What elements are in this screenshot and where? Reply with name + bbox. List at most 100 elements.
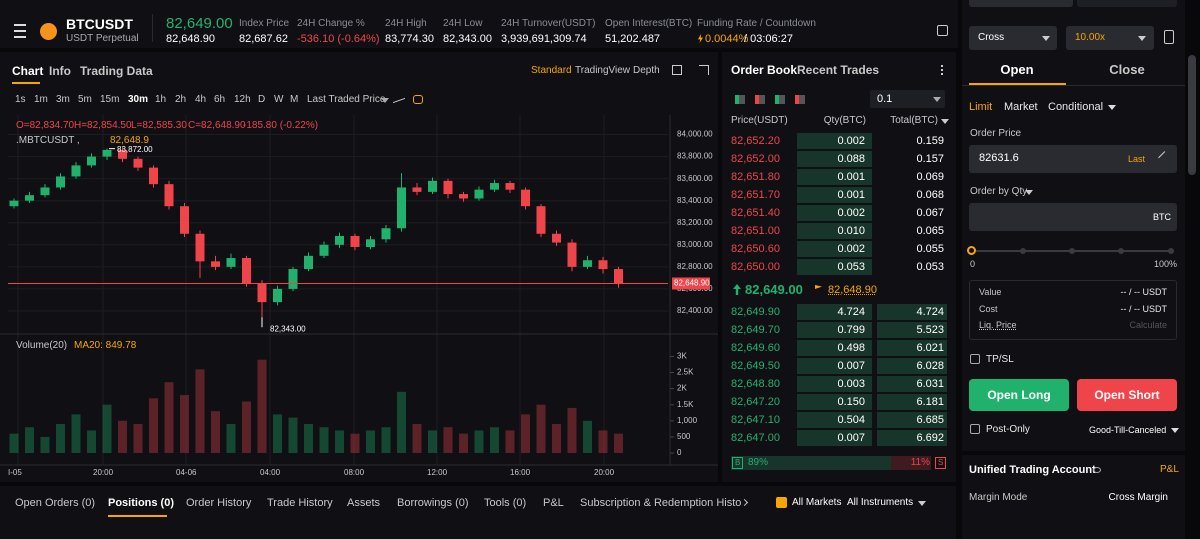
book-total: 0.069 <box>916 171 944 183</box>
book-price[interactable]: 82,650.00 <box>731 261 780 273</box>
open-long-button[interactable] <box>969 379 1069 411</box>
book-price[interactable]: 82,651.40 <box>731 207 780 219</box>
qty-label[interactable]: Order by Qty <box>970 186 1028 197</box>
bottom-tab[interactable]: Assets <box>347 497 381 509</box>
interval[interactable]: 12h <box>234 94 251 105</box>
book-layout-icon[interactable] <box>775 95 785 104</box>
eye-icon <box>1093 467 1101 473</box>
time-in-force[interactable]: Good-Till-Canceled <box>1089 425 1167 435</box>
book-layout-icon[interactable] <box>735 95 745 104</box>
close-tab[interactable]: Close <box>1109 62 1145 77</box>
book-price[interactable]: 82,647.10 <box>731 414 780 426</box>
bottom-tab[interactable]: Subscription & Redemption Histo <box>580 497 742 509</box>
open-short-button[interactable] <box>1077 379 1177 411</box>
qty-depth-bg <box>797 412 872 428</box>
bottom-tab[interactable]: Order History <box>186 497 252 509</box>
order-type[interactable]: Conditional <box>1048 101 1104 113</box>
book-price[interactable]: 82,652.20 <box>731 135 780 147</box>
book-price[interactable]: 82,648.80 <box>731 378 780 390</box>
bottom-tab[interactable]: Trade History <box>267 497 333 509</box>
menu-icon-line[interactable] <box>14 24 26 26</box>
bottom-tab[interactable]: P&L <box>543 497 564 509</box>
slider-handle[interactable] <box>967 246 976 255</box>
indicator-icon[interactable] <box>672 65 682 75</box>
calculator-icon[interactable] <box>1164 30 1174 44</box>
book-qty: 0.088 <box>837 153 865 165</box>
post-only-checkbox[interactable] <box>970 424 980 434</box>
interval[interactable]: 2h <box>175 94 187 105</box>
bottom-tab[interactable]: Open Orders (0) <box>15 497 96 509</box>
slider-stop <box>1168 248 1174 254</box>
book-layout-icon[interactable] <box>755 95 765 104</box>
margin-mode-value[interactable]: Cross Margin <box>1108 492 1168 503</box>
interval[interactable]: 6h <box>214 94 226 105</box>
chart-view[interactable]: Standard <box>531 65 572 76</box>
interval[interactable]: W <box>274 94 284 105</box>
book-price[interactable]: 82,649.70 <box>731 324 780 336</box>
interval[interactable]: 1m <box>34 94 48 105</box>
open-tab[interactable]: Open <box>1000 62 1034 77</box>
fullscreen-icon[interactable] <box>699 65 709 75</box>
qty-input[interactable] <box>969 203 1177 231</box>
all-instruments[interactable]: All Instruments <box>847 497 914 508</box>
book-price[interactable]: 82,650.60 <box>731 243 780 255</box>
book-price[interactable]: 82,651.70 <box>731 189 780 201</box>
interval[interactable]: 3m <box>56 94 70 105</box>
recent-trades-tab[interactable]: Recent Trades <box>797 63 880 77</box>
mark-price: 82,648.90 <box>166 33 215 45</box>
pnl-link[interactable]: P&L <box>1160 464 1179 475</box>
book-price[interactable]: 82,647.00 <box>731 432 780 444</box>
book-price[interactable]: 82,649.60 <box>731 342 780 354</box>
symbol[interactable]: BTCUSDT <box>66 16 133 32</box>
order-type[interactable]: Market <box>1004 101 1038 113</box>
book-header: Qty(BTC) <box>823 115 866 126</box>
price-input[interactable] <box>969 145 1177 173</box>
bottom-bar <box>0 486 956 539</box>
qty-depth-bg <box>797 340 872 356</box>
order-type[interactable]: Limit <box>969 101 993 113</box>
chart-tab[interactable]: Trading Data <box>80 64 153 78</box>
price-ref[interactable]: Last <box>1128 154 1146 164</box>
x-tick-label: 08:00 <box>344 468 365 477</box>
interval[interactable]: 1h <box>155 94 167 105</box>
book-qty: 0.001 <box>837 189 865 201</box>
more-dot[interactable] <box>941 65 943 67</box>
interval[interactable]: 15m <box>100 94 120 105</box>
summary-value[interactable]: Calculate <box>1129 320 1167 330</box>
book-price[interactable]: 82,649.90 <box>731 306 780 318</box>
step-select[interactable] <box>870 90 945 108</box>
book-price[interactable]: 82,649.50 <box>731 360 780 372</box>
stat-label: Open Interest(BTC) <box>605 18 693 29</box>
bottom-tab[interactable]: Borrowings (0) <box>397 497 469 509</box>
layout-icon[interactable] <box>937 25 948 36</box>
interval[interactable]: M <box>290 94 299 105</box>
book-price[interactable]: 82,652.00 <box>731 153 780 165</box>
indicator-toggle[interactable] <box>413 95 423 104</box>
stat-value: 3,939,691,309.74 <box>501 33 587 45</box>
book-price[interactable]: 82,651.00 <box>731 225 780 237</box>
interval[interactable]: 1s <box>15 94 26 105</box>
interval[interactable]: 30m <box>128 94 149 105</box>
book-price[interactable]: 82,647.20 <box>731 396 780 408</box>
tpsl-checkbox[interactable] <box>970 354 980 364</box>
bottom-tab[interactable]: Positions (0) <box>108 497 175 509</box>
candle-body <box>211 261 220 267</box>
book-qty: 0.498 <box>837 342 865 354</box>
all-markets-checkbox[interactable] <box>776 497 787 508</box>
book-layout-icon[interactable] <box>795 95 805 104</box>
bottom-tab[interactable]: Tools (0) <box>484 497 527 509</box>
interval[interactable]: 4h <box>195 94 207 105</box>
book-price[interactable]: 82,651.80 <box>731 171 780 183</box>
volume-bar <box>335 430 344 453</box>
interval[interactable]: D <box>258 94 266 105</box>
interval[interactable]: 5m <box>78 94 92 105</box>
chart-tab[interactable]: Chart <box>12 64 44 78</box>
chart-tab[interactable]: Info <box>49 64 71 78</box>
chart-view[interactable]: Depth <box>633 65 660 76</box>
price-source[interactable]: Last Traded Price <box>307 94 386 105</box>
chart-view[interactable]: TradingView <box>575 65 631 76</box>
order-book-tab[interactable]: Order Book <box>731 63 798 77</box>
x-tick-label: 20:00 <box>594 468 615 477</box>
slider-max: 100% <box>1153 259 1177 269</box>
high-label: 83,872.00 <box>117 145 153 154</box>
